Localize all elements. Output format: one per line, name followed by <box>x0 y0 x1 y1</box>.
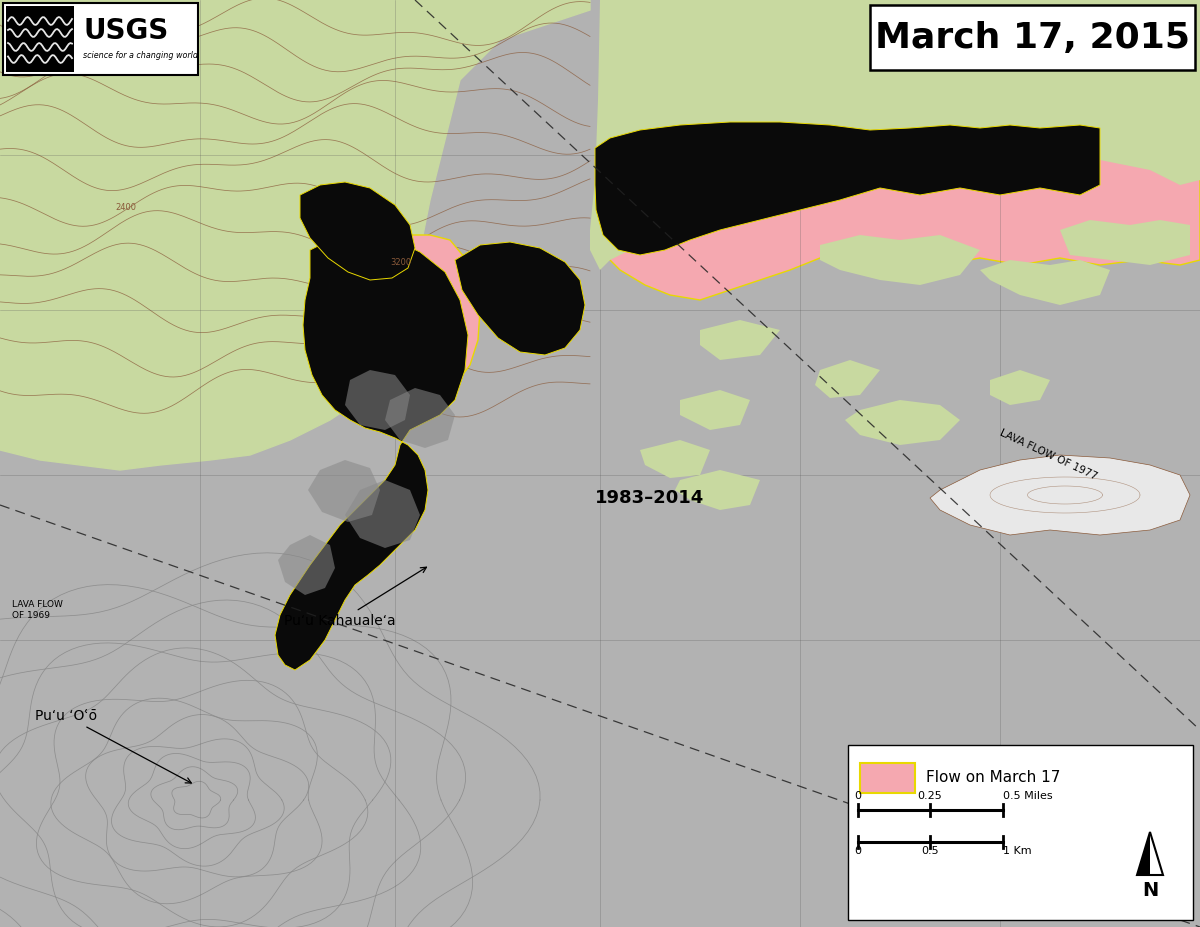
Text: 0.5 Miles: 0.5 Miles <box>1003 791 1052 801</box>
Text: science for a changing world: science for a changing world <box>83 50 198 59</box>
Text: 0.25: 0.25 <box>918 791 942 801</box>
Text: USGS: USGS <box>83 17 168 45</box>
Polygon shape <box>930 455 1190 535</box>
Polygon shape <box>346 480 420 548</box>
Bar <box>2 3 198 75</box>
Polygon shape <box>1060 220 1190 265</box>
Polygon shape <box>275 235 468 670</box>
Text: 0: 0 <box>854 791 862 801</box>
Polygon shape <box>820 235 980 285</box>
Polygon shape <box>596 145 1200 300</box>
Text: 2400: 2400 <box>115 203 136 212</box>
Text: 1 Km: 1 Km <box>1003 846 1032 856</box>
Polygon shape <box>278 535 335 595</box>
Text: Flow on March 17: Flow on March 17 <box>926 770 1061 785</box>
Text: March 17, 2015: March 17, 2015 <box>875 20 1190 55</box>
Text: 1983–2014: 1983–2014 <box>595 489 704 507</box>
Bar <box>848 745 1193 920</box>
Text: 0: 0 <box>854 846 862 856</box>
Polygon shape <box>980 260 1110 305</box>
Polygon shape <box>0 0 590 470</box>
Polygon shape <box>674 470 760 510</box>
Text: LAVA FLOW
OF 1969: LAVA FLOW OF 1969 <box>12 600 62 620</box>
Polygon shape <box>1138 832 1150 875</box>
Text: LAVA FLOW OF 1977: LAVA FLOW OF 1977 <box>997 428 1098 482</box>
Polygon shape <box>700 320 780 360</box>
Bar <box>6 6 74 72</box>
Polygon shape <box>595 122 1100 255</box>
Polygon shape <box>385 388 455 448</box>
Text: Puʻu ʻOʿō: Puʻu ʻOʿō <box>35 709 191 783</box>
Polygon shape <box>308 460 380 522</box>
Polygon shape <box>590 0 1200 270</box>
Text: Puʻu Kahaualeʻa: Puʻu Kahaualeʻa <box>284 567 426 628</box>
Polygon shape <box>640 440 710 478</box>
Text: N: N <box>1142 881 1158 899</box>
Polygon shape <box>680 390 750 430</box>
Text: 0.5: 0.5 <box>922 846 938 856</box>
Text: 3200: 3200 <box>390 258 412 267</box>
Polygon shape <box>356 235 480 398</box>
Polygon shape <box>845 400 960 445</box>
Polygon shape <box>346 370 410 430</box>
Polygon shape <box>815 360 880 398</box>
Bar <box>870 5 1195 70</box>
Polygon shape <box>455 242 586 355</box>
Bar <box>860 763 916 793</box>
Polygon shape <box>1138 832 1163 875</box>
Polygon shape <box>300 182 415 280</box>
Polygon shape <box>990 370 1050 405</box>
